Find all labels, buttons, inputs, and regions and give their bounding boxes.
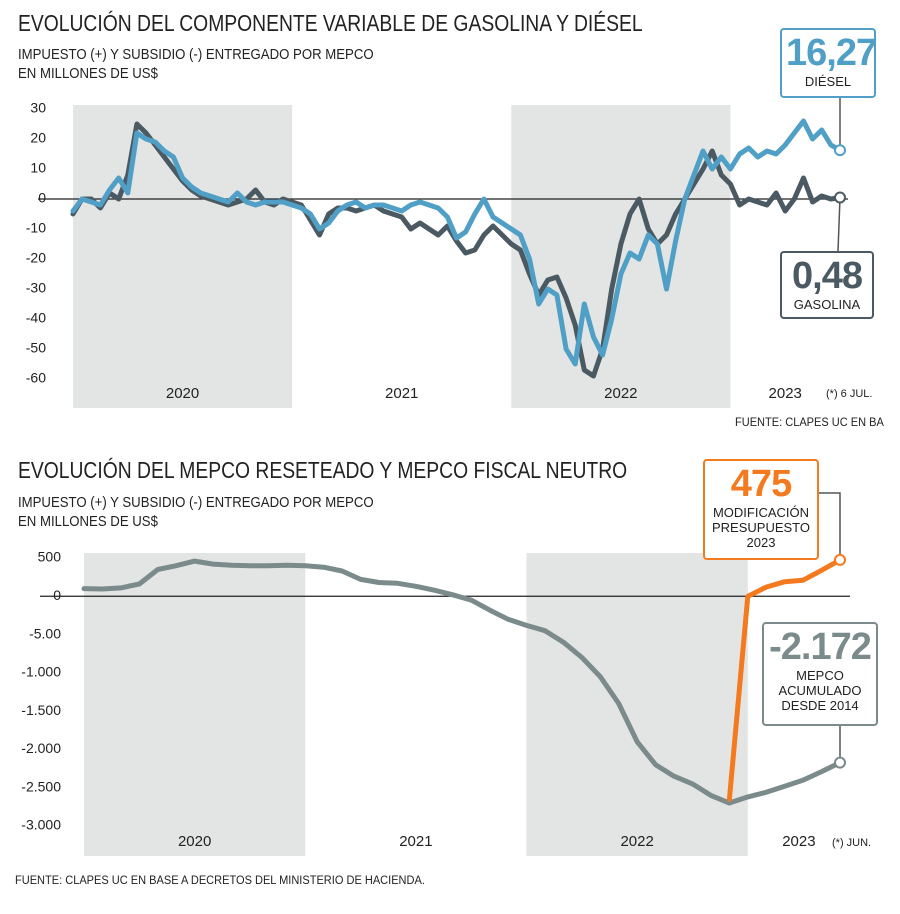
callout-name: MODIFICACIÓN PRESUPUESTO 2023: [711, 505, 810, 550]
series-line: [70, 121, 843, 379]
y-tick-label: -20: [26, 250, 46, 266]
x-tick-label: 2022: [620, 833, 653, 850]
callout: -2.172 MEPCO ACUMULADO DESDE 2014: [762, 622, 878, 726]
y-tick-label: -2.500: [21, 778, 61, 794]
callout-value: 16,27: [786, 32, 877, 74]
y-tick-label: 0: [38, 190, 46, 206]
note: (*) 6 JUL.: [826, 388, 872, 400]
chart-subtitle: IMPUESTO (+) Y SUBSIDIO (-) ENTREGADO PO…: [18, 45, 374, 62]
x-tick-label: 2020: [178, 833, 211, 850]
shaded-band: [84, 553, 306, 856]
note: (*) JUN.: [832, 837, 871, 849]
y-tick-label: -3.000: [21, 817, 61, 833]
x-tick-label: 2023: [782, 833, 815, 850]
year-bands: 2020 2021 2022 2023: [73, 105, 802, 408]
y-tick-label: 0: [53, 587, 61, 603]
y-tick-label: -40: [26, 310, 46, 326]
callout: 0,48 GASOLINA: [780, 251, 874, 319]
y-tick-label: -2.000: [21, 740, 61, 756]
leader-line: [837, 197, 841, 252]
end-marker: [834, 144, 846, 157]
callout-name: MEPCO ACUMULADO DESDE 2014: [778, 668, 862, 713]
x-tick-label: 2023: [769, 385, 802, 402]
y-tick-label: 500: [38, 549, 62, 565]
callout-value: 0,48: [792, 255, 863, 297]
callout: 16,27 DIÉSEL: [780, 28, 877, 98]
y-tick-label: -5.00: [29, 625, 61, 641]
callout: 475 MODIFICACIÓN PRESUPUESTO 2023: [703, 459, 819, 560]
y-tick-label: -1.000: [21, 664, 61, 680]
x-tick-label: 2020: [166, 385, 199, 402]
series-line: [70, 118, 843, 367]
chart-subtitle: IMPUESTO (+) Y SUBSIDIO (-) ENTREGADO PO…: [18, 493, 374, 510]
y-tick-label: -50: [26, 340, 46, 356]
end-marker: [834, 553, 846, 566]
end-marker: [834, 756, 846, 769]
end-marker: [834, 191, 846, 204]
shaded-band: [73, 105, 293, 408]
y-tick-label: -30: [26, 280, 46, 296]
y-tick-label: -1.500: [21, 702, 61, 718]
callout-name: DIÉSEL: [804, 74, 852, 89]
series-line: [726, 557, 843, 802]
chart-title: EVOLUCIÓN DEL MEPCO RESETEADO Y MEPCO FI…: [18, 456, 627, 483]
year-bands: 2020 2021 2022 2023: [84, 553, 816, 856]
x-tick-label: 2022: [604, 385, 637, 402]
source: FUENTE: CLAPES UC EN BASE A DECRETOS DEL…: [15, 875, 425, 887]
callout-name: GASOLINA: [793, 297, 861, 312]
y-tick-label: 20: [30, 130, 46, 146]
chart-subtitle: EN MILLONES DE US$: [18, 512, 158, 529]
x-tick-label: 2021: [385, 385, 418, 402]
chart-title: EVOLUCIÓN DEL COMPONENTE VARIABLE DE GAS…: [18, 9, 643, 36]
y-tick-label: -60: [26, 370, 46, 386]
series-line: [81, 558, 843, 806]
source: FUENTE: CLAPES UC EN BA: [735, 417, 884, 429]
callout-value: -2.172: [769, 626, 872, 668]
y-tick-label: -10: [26, 220, 46, 236]
chart-subtitle: EN MILLONES DE US$: [18, 64, 158, 81]
callout-value: 475: [730, 463, 792, 505]
leader-line: [818, 492, 841, 560]
shaded-band: [526, 553, 748, 856]
y-tick-label: 10: [30, 160, 46, 176]
y-tick-label: 30: [30, 100, 46, 116]
x-tick-label: 2021: [399, 833, 432, 850]
